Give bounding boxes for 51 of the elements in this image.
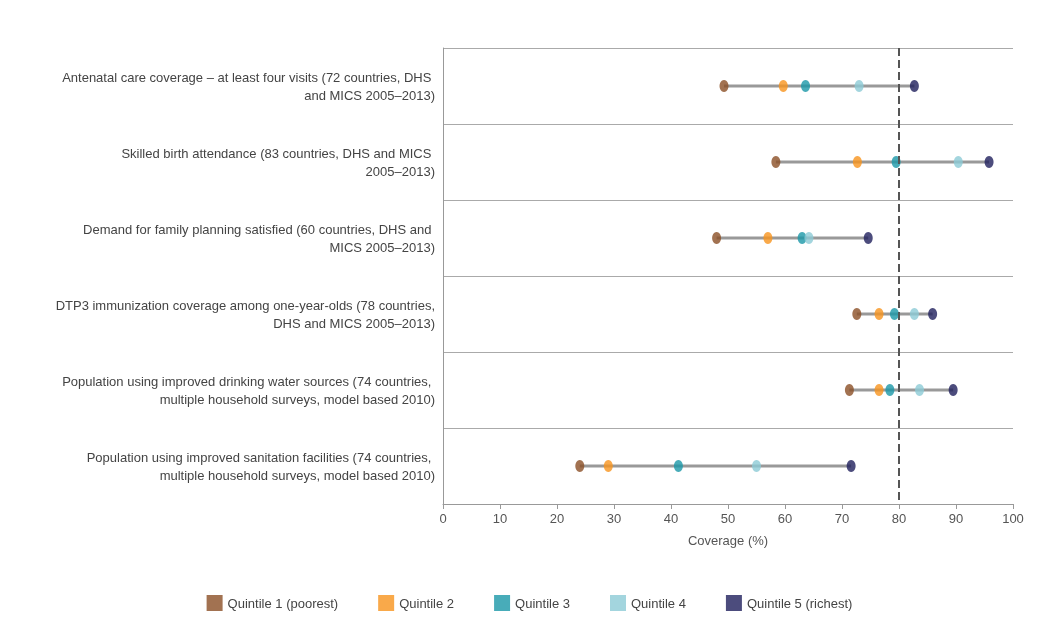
point bbox=[804, 232, 814, 244]
legend-label: Quintile 5 (richest) bbox=[746, 595, 853, 611]
x-tick-label: 100 bbox=[1002, 511, 1024, 526]
point bbox=[575, 460, 585, 472]
point bbox=[953, 156, 963, 168]
point bbox=[889, 308, 899, 320]
x-tick-label: 10 bbox=[492, 511, 508, 526]
point bbox=[854, 80, 864, 92]
point bbox=[852, 308, 862, 320]
x-tick-label: 20 bbox=[549, 511, 565, 526]
point bbox=[673, 460, 683, 472]
x-tick-label: 90 bbox=[948, 511, 964, 526]
x-tick-label: 80 bbox=[891, 511, 907, 526]
y-tick-label: Skilled birth attendance (83 countries, DHS and MICS 2005–2013) bbox=[121, 145, 435, 179]
point bbox=[874, 384, 884, 396]
point bbox=[909, 308, 919, 320]
point bbox=[909, 80, 919, 92]
x-tick-label: 60 bbox=[777, 511, 793, 526]
point bbox=[874, 308, 884, 320]
x-tick-label: 70 bbox=[834, 511, 850, 526]
point bbox=[863, 232, 873, 244]
x-tick-label: 40 bbox=[663, 511, 679, 526]
legend-label: Quintile 1 (poorest) bbox=[227, 595, 339, 611]
point bbox=[928, 308, 938, 320]
x-tick-label: 50 bbox=[720, 511, 736, 526]
y-tick-label: DTP3 immunization coverage among one-year-olds (78 countries, DHS and MICS 2005–2013) bbox=[55, 297, 435, 331]
x-tick-label: 30 bbox=[606, 511, 622, 526]
point bbox=[852, 156, 862, 168]
legend-label: Quintile 4 bbox=[631, 595, 686, 611]
x-tick-label: 0 bbox=[439, 511, 447, 526]
point bbox=[915, 384, 925, 396]
point bbox=[801, 80, 811, 92]
legend-label: Quintile 2 bbox=[399, 595, 455, 611]
legend-label: Quintile 3 bbox=[515, 595, 570, 611]
y-tick-label: Population using improved sanitation facilities (74 countries, multiple household surveys, model based 2010) bbox=[86, 449, 435, 483]
point bbox=[603, 460, 613, 472]
point bbox=[719, 80, 729, 92]
point bbox=[844, 384, 854, 396]
y-tick-label: Demand for family planning satisfied (60 countries, DHS and MICS 2005–2013) bbox=[83, 221, 435, 255]
point bbox=[763, 232, 773, 244]
y-tick-label: Population using improved drinking water sources (74 countries, multiple household surveys, model based 2010) bbox=[62, 373, 435, 407]
point bbox=[948, 384, 958, 396]
y-tick-label: Antenatal care coverage – at least four visits (72 countries, DHS and MICS 2005–2013) bbox=[62, 69, 435, 103]
point bbox=[885, 384, 895, 396]
point bbox=[771, 156, 781, 168]
point bbox=[984, 156, 994, 168]
point bbox=[778, 80, 788, 92]
point bbox=[752, 460, 761, 472]
point bbox=[712, 232, 722, 244]
point bbox=[846, 460, 856, 472]
x-axis-title: Coverage (%) bbox=[687, 533, 769, 548]
